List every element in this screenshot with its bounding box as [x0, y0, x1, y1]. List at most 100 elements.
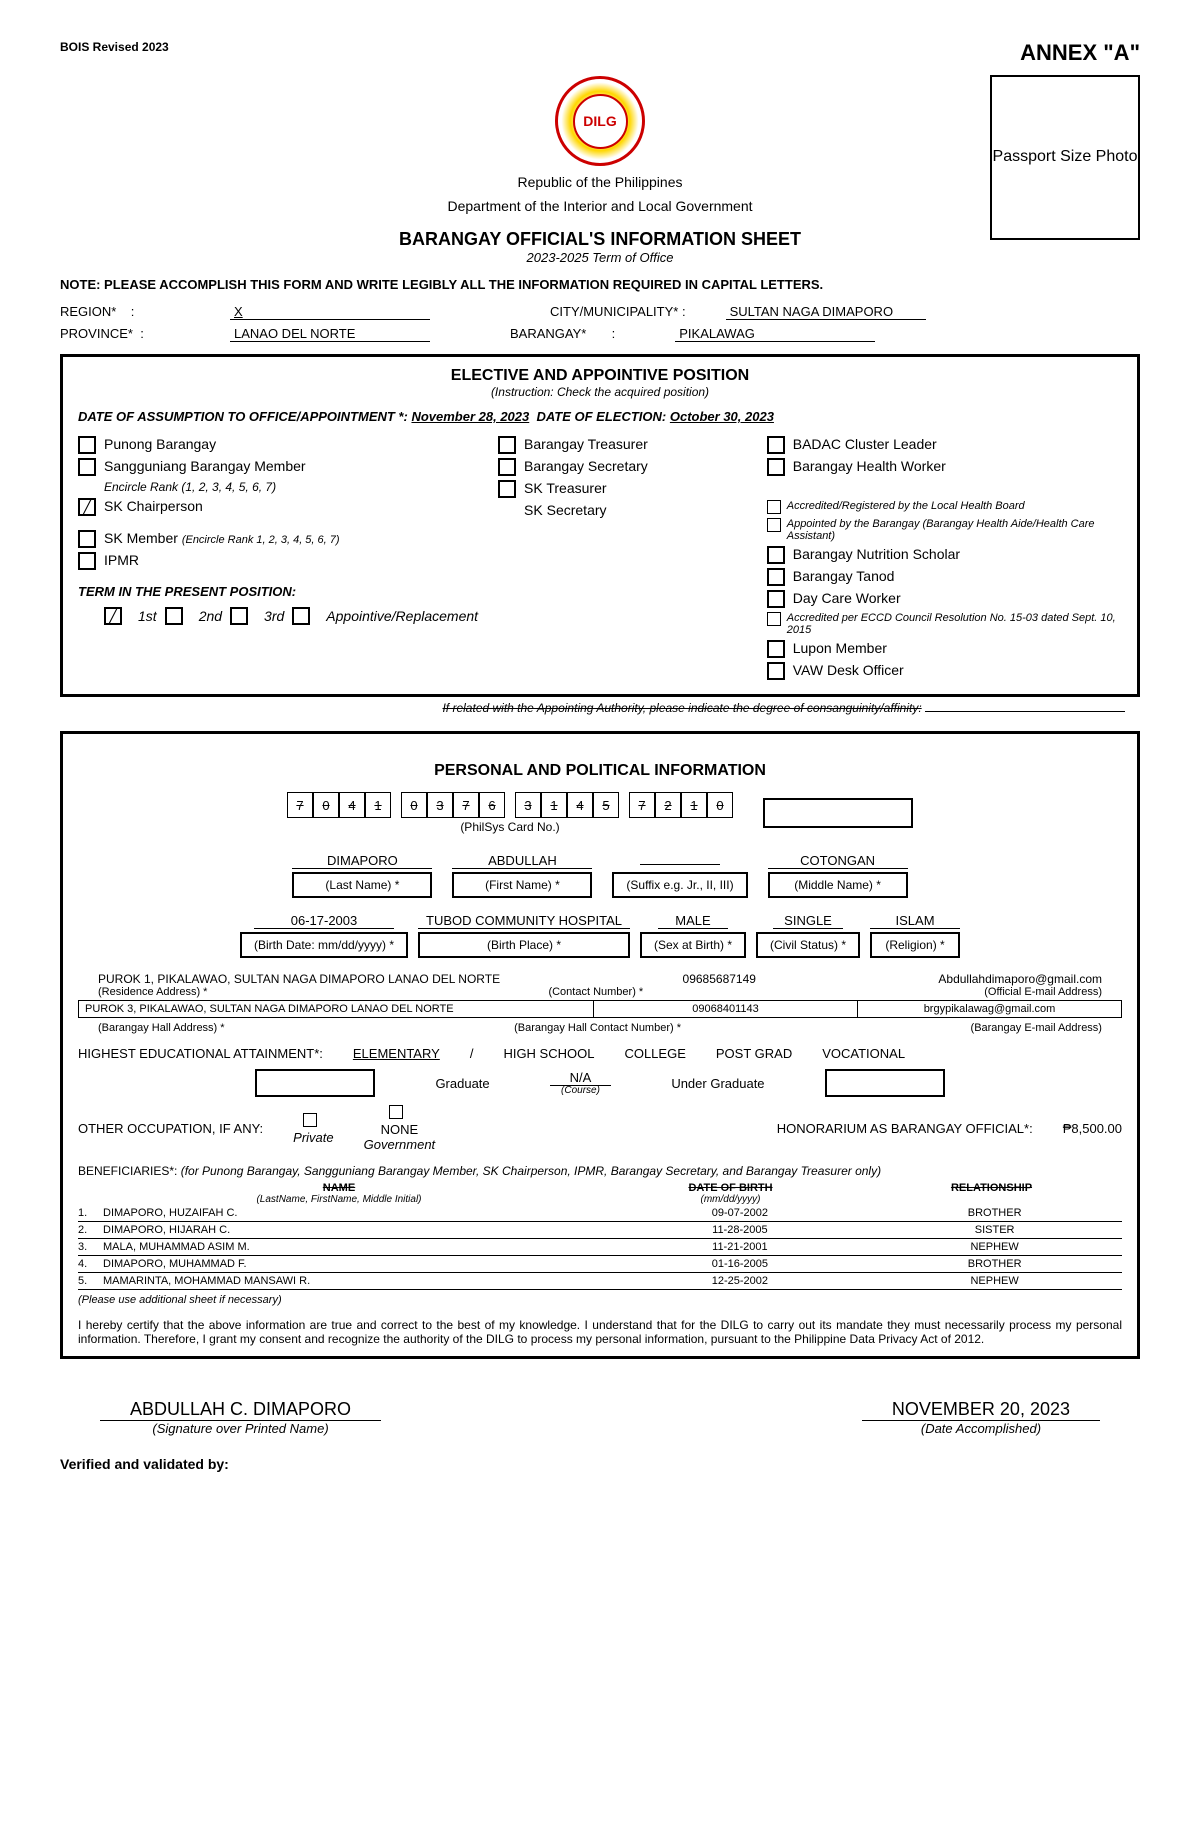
cb-sk-chair[interactable]: ╱ [78, 498, 96, 516]
religion: ISLAM [870, 913, 960, 929]
cb-bhw[interactable] [767, 458, 785, 476]
extra-box [763, 798, 913, 828]
dilg-logo: DILG [555, 76, 645, 166]
last-name: DIMAPORO [292, 853, 432, 869]
philsys-digit: 1 [365, 792, 391, 818]
cb-tanod[interactable] [767, 568, 785, 586]
sex: MALE [658, 913, 728, 929]
beneficiary-row: 5.MAMARINTA, MOHAMMAD MANSAWI R.12-25-20… [78, 1273, 1122, 1290]
philsys-digit: 7 [629, 792, 655, 818]
middle-name-label: (Middle Name) * [768, 872, 908, 898]
cb-treasurer[interactable] [498, 436, 516, 454]
sex-label: (Sex at Birth) * [640, 932, 746, 958]
cb-govt[interactable] [389, 1105, 403, 1119]
bns-label: Barangay Nutrition Scholar [793, 546, 960, 562]
assumption-date: November 28, 2023 [411, 409, 529, 424]
contact-number: 09685687149 [683, 972, 756, 986]
cb-sk-treasurer[interactable] [498, 480, 516, 498]
occ-label: OTHER OCCUPATION, IF ANY: [78, 1121, 263, 1136]
civil-status: SINGLE [773, 913, 843, 929]
beneficiary-row: 2.DIMAPORO, HIJARAH C.11-28-2005SISTER [78, 1222, 1122, 1239]
elective-section: ELECTIVE AND APPOINTIVE POSITION (Instru… [60, 354, 1140, 697]
badac-label: BADAC Cluster Leader [793, 436, 937, 452]
sk-secretary-label: SK Secretary [524, 502, 606, 518]
email-label: (Official E-mail Address) [984, 986, 1102, 998]
brgy-hall-label: (Barangay Hall Address) * [98, 1022, 225, 1034]
signature-name-label: (Signature over Printed Name) [100, 1421, 381, 1436]
note-text: NOTE: PLEASE ACCOMPLISH THIS FORM AND WR… [60, 277, 1140, 292]
lupon-label: Lupon Member [793, 640, 887, 656]
first-name-label: (First Name) * [452, 872, 592, 898]
beneficiary-row: 4.DIMAPORO, MUHAMMAD F.01-16-2005BROTHER [78, 1256, 1122, 1273]
cb-appointive[interactable] [292, 607, 310, 625]
cb-eccd[interactable] [767, 612, 781, 626]
cb-punong[interactable] [78, 436, 96, 454]
sk-chair-label: SK Chairperson [104, 498, 203, 514]
course-label: (Course) [550, 1085, 612, 1096]
birth-date-label: (Birth Date: mm/dd/yyyy) * [240, 932, 408, 958]
term-text: 2023-2025 Term of Office [60, 250, 1140, 265]
cb-sanggunian[interactable] [78, 458, 96, 476]
vaw-label: VAW Desk Officer [793, 662, 904, 678]
beneficiary-row: 1.DIMAPORO, HUZAIFAH C.09-07-2002BROTHER [78, 1205, 1122, 1222]
province-label: PROVINCE* : [60, 326, 230, 342]
sanggunian-label: Sangguniang Barangay Member [104, 458, 306, 474]
republic-text: Republic of the Philippines [60, 174, 1140, 190]
bhw-label: Barangay Health Worker [793, 458, 946, 474]
signature-name: ABDULLAH C. DIMAPORO [100, 1399, 381, 1421]
cb-lupon[interactable] [767, 640, 785, 658]
daycare-label: Day Care Worker [793, 590, 901, 606]
cb-badac[interactable] [767, 436, 785, 454]
beneficiary-row: 3.MALA, MUHAMMAD ASIM M.11-21-2001NEPHEW [78, 1239, 1122, 1256]
additional-sheet-note: (Please use additional sheet if necessar… [78, 1294, 1122, 1306]
cb-appointed-brgy[interactable] [767, 518, 781, 532]
brgy-email-label: (Barangay E-mail Address) [971, 1022, 1102, 1034]
department-text: Department of the Interior and Local Gov… [60, 198, 1140, 214]
elective-instruction: (Instruction: Check the acquired positio… [78, 385, 1122, 399]
benef-name-header: NAME [78, 1182, 600, 1194]
philsys-digit: 5 [593, 792, 619, 818]
philsys-label: (PhilSys Card No.) [287, 820, 733, 834]
cb-secretary[interactable] [498, 458, 516, 476]
philsys-digit: 1 [541, 792, 567, 818]
cb-bns[interactable] [767, 546, 785, 564]
birth-place: TUBOD COMMUNITY HOSPITAL [418, 913, 630, 929]
suffix [640, 864, 720, 865]
sk-member-label: SK Member (Encircle Rank 1, 2, 3, 4, 5, … [104, 530, 340, 546]
philsys-digit: 4 [339, 792, 365, 818]
philsys-digit: 3 [515, 792, 541, 818]
birth-place-label: (Birth Place) * [418, 932, 630, 958]
term-appointive: Appointive/Replacement [326, 608, 478, 624]
email-address: Abdullahdimaporo@gmail.com [938, 972, 1102, 986]
cb-accredited-lhb[interactable] [767, 500, 781, 514]
encircle-note: Encircle Rank (1, 2, 3, 4, 5, 6, 7) [104, 480, 478, 494]
edu-college: COLLEGE [624, 1046, 685, 1061]
undergrad-label: Under Graduate [671, 1076, 764, 1091]
edu-label: HIGHEST EDUCATIONAL ATTAINMENT*: [78, 1046, 323, 1061]
cb-2nd[interactable] [165, 607, 183, 625]
personal-title: PERSONAL AND POLITICAL INFORMATION [78, 762, 1122, 780]
occ-govt: Government [364, 1137, 436, 1152]
beneficiaries-label: BENEFICIARIES*: [78, 1164, 177, 1178]
residence-address: PUROK 1, PIKALAWAO, SULTAN NAGA DIMAPORO… [98, 972, 500, 986]
cb-private[interactable] [303, 1113, 317, 1127]
undergrad-box [825, 1069, 945, 1097]
graduate-box [255, 1069, 375, 1097]
cb-3rd[interactable] [230, 607, 248, 625]
cb-sk-member[interactable] [78, 530, 96, 548]
province-value: LANAO DEL NORTE [230, 326, 430, 342]
cb-1st[interactable]: ╱ [104, 607, 122, 625]
philsys-digit: 4 [567, 792, 593, 818]
cb-vaw[interactable] [767, 662, 785, 680]
honorarium-value: ₱8,500.00 [1063, 1121, 1122, 1136]
suffix-label: (Suffix e.g. Jr., II, III) [612, 872, 747, 898]
verified-label: Verified and validated by: [60, 1456, 1140, 1472]
annex-label: ANNEX "A" [1020, 40, 1140, 66]
cb-ipmr[interactable] [78, 552, 96, 570]
philsys-digit: 7 [287, 792, 313, 818]
philsys-digit: 1 [681, 792, 707, 818]
cb-daycare[interactable] [767, 590, 785, 608]
philsys-digit: 2 [655, 792, 681, 818]
edu-divider: / [470, 1046, 474, 1061]
elective-title: ELECTIVE AND APPOINTIVE POSITION [78, 367, 1122, 385]
